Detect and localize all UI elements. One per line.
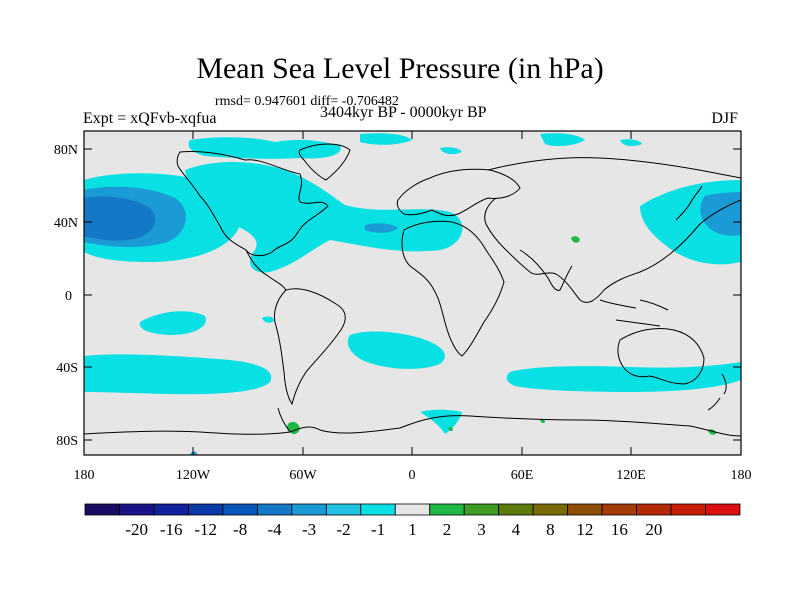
- lon-label-180e: 180: [731, 468, 752, 483]
- colorbar-label: 16: [611, 520, 628, 539]
- anomaly-antarctic-green: [286, 421, 300, 435]
- anomaly-arctic-east2: [620, 139, 642, 147]
- anomaly-arctic-central: [360, 133, 412, 145]
- coast-greenland: [298, 143, 351, 181]
- colorbar-box: [394, 503, 431, 516]
- lat-label-0: 0: [65, 289, 72, 304]
- lon-axis: 180 120W 60W 0 60E 120E 180: [74, 131, 752, 483]
- colorbar-label: -20: [125, 520, 148, 539]
- coast-central-america: [245, 249, 287, 291]
- experiment-label: Expt = xQFvb-xqfua: [83, 110, 217, 127]
- colorbar-box: [153, 503, 189, 516]
- lat-label-40n: 40N: [54, 216, 78, 231]
- colorbar-label: -12: [194, 520, 217, 539]
- colorbar-box: [636, 503, 672, 516]
- anomaly-tropical-pacific: [139, 311, 206, 335]
- anomaly-antarctic-green3: [448, 426, 453, 432]
- anomaly-arctic-east: [540, 133, 585, 147]
- coast-new-zealand: [707, 373, 727, 411]
- colorbar-box: [256, 503, 293, 516]
- colorbar-label: 1: [408, 520, 417, 539]
- coast-north-america: [176, 151, 329, 257]
- lat-label-40s: 40S: [56, 361, 78, 376]
- map-title: Mean Sea Level Pressure (in hPa): [196, 52, 604, 85]
- colorbar-box: [119, 503, 155, 516]
- anomaly-atlantic-core: [365, 223, 398, 233]
- lon-label-120w: 120W: [176, 468, 211, 483]
- coast-australia: [617, 327, 705, 385]
- colorbar-label: 20: [645, 520, 662, 539]
- anomaly-north-atlantic: [185, 161, 463, 273]
- anomaly-asia-green: [571, 236, 580, 243]
- coastlines: [84, 143, 741, 437]
- colorbar-box: [291, 503, 327, 516]
- colorbar-label: -3: [302, 520, 316, 539]
- colorbar-label: -16: [160, 520, 183, 539]
- anomaly-north-pacific-inner: [84, 196, 156, 241]
- colorbar-box: [601, 503, 637, 516]
- colorbar-box: [498, 503, 534, 516]
- period-label: 3404kyr BP - 0000kyr BP: [320, 104, 487, 121]
- colorbar-label: -8: [233, 520, 247, 539]
- colorbar-box: [567, 503, 603, 516]
- colorbar-box: [670, 503, 706, 516]
- coast-antarctic-peninsula: [277, 407, 291, 433]
- anomaly-tropical-small: [262, 316, 275, 323]
- colorbar-box: [360, 503, 396, 516]
- coast-antarctica: [84, 415, 741, 437]
- colorbar-box: [705, 503, 741, 516]
- colorbar-label: 4: [512, 520, 521, 539]
- coast-europe: [396, 168, 521, 217]
- coast-south-america: [273, 288, 346, 406]
- colorbar-box: [463, 503, 500, 516]
- colorbar-box: [84, 503, 120, 516]
- colorbar: [84, 503, 741, 516]
- anomaly-south-indian: [506, 362, 741, 392]
- lon-label-0: 0: [409, 468, 416, 483]
- anomaly-fields: [84, 133, 741, 455]
- colorbar-label: 8: [546, 520, 555, 539]
- colorbar-box: [429, 503, 465, 516]
- colorbar-label: 3: [477, 520, 486, 539]
- lon-label-60e: 60E: [511, 468, 534, 483]
- lat-label-80s: 80S: [56, 434, 78, 449]
- colorbar-label: -1: [371, 520, 385, 539]
- anomaly-arctic-west: [188, 137, 341, 159]
- colorbar-label: 2: [443, 520, 452, 539]
- coast-africa: [401, 220, 505, 357]
- colorbar-box: [188, 503, 224, 516]
- season-label: DJF: [711, 110, 738, 127]
- colorbar-box: [532, 503, 569, 516]
- colorbar-label: 12: [576, 520, 593, 539]
- lat-axis: 80N 40N 0 40S 80S: [54, 143, 741, 449]
- coast-asia: [484, 157, 741, 303]
- anomaly-south-pacific: [84, 354, 272, 395]
- colorbar-labels: -20 -16 -12 -8 -4 -3 -2 -1 1 2 3 4 8 12 16 20: [125, 520, 662, 539]
- anomaly-arctic-east3: [440, 147, 462, 155]
- lon-label-180w: 180: [74, 468, 95, 483]
- anomaly-northwest-pacific-core: [700, 192, 741, 236]
- lon-label-120e: 120E: [616, 468, 646, 483]
- coast-japan: [675, 185, 703, 221]
- lon-label-60w: 60W: [289, 468, 317, 483]
- colorbar-box: [325, 503, 362, 516]
- stats-text: rmsd= 0.947601 diff= -0.706482: [215, 94, 399, 109]
- lat-label-80n: 80N: [54, 143, 78, 158]
- coast-se-asia: [599, 299, 669, 327]
- coast-india: [519, 249, 573, 291]
- colorbar-box: [222, 503, 258, 516]
- colorbar-label: -2: [336, 520, 350, 539]
- anomaly-south-atlantic: [347, 331, 445, 369]
- colorbar-label: -4: [268, 520, 283, 539]
